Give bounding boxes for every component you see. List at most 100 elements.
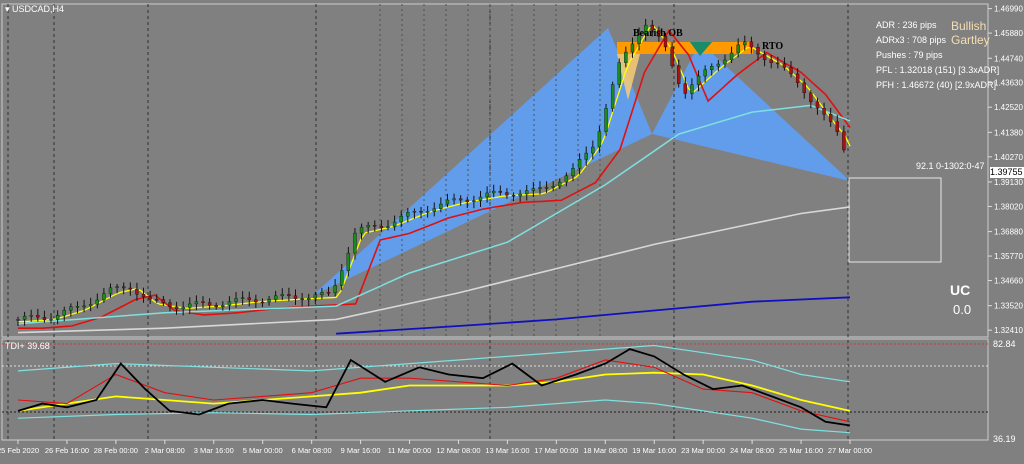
candle-body bbox=[326, 292, 331, 294]
time-tick-label: 17 Mar 00:00 bbox=[534, 446, 578, 455]
candle-body bbox=[518, 193, 522, 197]
candle-body bbox=[828, 114, 833, 122]
candle-body bbox=[161, 299, 166, 303]
candle-body bbox=[188, 303, 192, 308]
indicator-label: TDI+ 39.68 bbox=[5, 341, 50, 351]
candle-body bbox=[425, 211, 430, 213]
candle-body bbox=[776, 62, 780, 65]
time-tick-label: 23 Mar 00:00 bbox=[681, 446, 725, 455]
candle-body bbox=[683, 83, 688, 94]
candle-body bbox=[108, 287, 113, 294]
candle-body bbox=[756, 46, 760, 55]
candle-body bbox=[498, 190, 503, 193]
time-tick-label: 26 Feb 16:00 bbox=[45, 446, 89, 455]
info-pfh: PFH : 1.46672 (40) [2.9xADR] bbox=[876, 80, 997, 90]
candle-body bbox=[333, 285, 337, 294]
candle-body bbox=[584, 152, 588, 160]
time-tick-label: 3 Mar 16:00 bbox=[194, 446, 234, 455]
candle-body bbox=[835, 121, 839, 132]
time-tick-label: 25 Feb 2020 bbox=[0, 446, 39, 455]
dropdown-arrow-icon[interactable]: ▾ bbox=[5, 4, 10, 14]
candle-body bbox=[62, 309, 66, 316]
sma-blue-line bbox=[336, 296, 851, 335]
price-tick-label: 1.42520 bbox=[994, 103, 1023, 112]
candle-body bbox=[802, 82, 806, 93]
price-tick-label: 1.40270 bbox=[994, 153, 1023, 162]
candle-body bbox=[307, 297, 311, 301]
price-tick-label: 1.44740 bbox=[994, 54, 1023, 63]
candle-body bbox=[75, 306, 80, 308]
candle-body bbox=[624, 51, 628, 63]
candle-body bbox=[287, 294, 291, 297]
candle-body bbox=[221, 305, 225, 308]
indicator-pane-border bbox=[1, 338, 989, 441]
candle-body bbox=[591, 146, 595, 154]
candle-body bbox=[181, 307, 185, 310]
info-adr: ADR : 236 pips bbox=[876, 20, 937, 30]
candle-body bbox=[340, 270, 344, 286]
candle-body bbox=[525, 190, 529, 195]
candle-body bbox=[597, 131, 602, 148]
candle-body bbox=[577, 159, 582, 169]
candle-body bbox=[128, 287, 133, 290]
candle-body bbox=[386, 226, 390, 228]
candle-body bbox=[571, 168, 575, 177]
candle-body bbox=[538, 187, 542, 189]
candle-body bbox=[703, 69, 707, 77]
time-tick-label: 6 Mar 08:00 bbox=[292, 446, 332, 455]
candle-body bbox=[406, 212, 410, 217]
symbol-label: ▾ USDCAD,H4 bbox=[5, 4, 64, 14]
candle-body bbox=[795, 73, 800, 83]
price-tick-label: 1.43630 bbox=[994, 79, 1023, 88]
candle-body bbox=[677, 65, 681, 84]
candle-body bbox=[273, 295, 278, 300]
ob-marker-2 bbox=[690, 42, 712, 56]
tdi-upper-band bbox=[17, 344, 851, 383]
bearish-ob-zone bbox=[617, 42, 753, 54]
info-panel: ADR : 236 pips ADRx3 : 708 pips Pushes :… bbox=[876, 18, 999, 93]
candle-body bbox=[465, 199, 469, 202]
candle-body bbox=[379, 226, 384, 228]
candle-body bbox=[82, 305, 86, 308]
candle-body bbox=[320, 292, 324, 295]
candle-body bbox=[69, 306, 73, 311]
candle-body bbox=[141, 294, 146, 298]
price-tick-label: 1.39130 bbox=[994, 178, 1023, 187]
info-pfl: PFL : 1.32018 (151) [3.3xADR] bbox=[876, 65, 1000, 75]
tdi-lower-band bbox=[17, 399, 851, 434]
sma-white-line bbox=[17, 206, 851, 334]
candle-body bbox=[445, 199, 450, 205]
tdi-fast-red bbox=[17, 359, 851, 423]
candle-body bbox=[174, 306, 179, 310]
time-tick-label: 19 Mar 16:00 bbox=[632, 446, 676, 455]
pattern-line2: Gartley bbox=[951, 33, 990, 47]
candle-body bbox=[135, 288, 139, 295]
time-tick-label: 13 Mar 16:00 bbox=[485, 446, 529, 455]
price-tick-label: 1.36880 bbox=[994, 228, 1023, 237]
candle-body bbox=[617, 62, 621, 85]
candle-body bbox=[42, 317, 47, 320]
candle-body bbox=[260, 301, 265, 304]
ob-marker-1 bbox=[617, 54, 640, 100]
candle-body bbox=[657, 29, 661, 37]
candle-body bbox=[36, 315, 40, 318]
candle-body bbox=[690, 84, 694, 94]
candle-body bbox=[201, 301, 205, 303]
candle-body bbox=[729, 52, 734, 61]
candle-body bbox=[485, 192, 489, 198]
candle-body bbox=[16, 319, 20, 321]
candle-body bbox=[458, 198, 463, 201]
candle-body bbox=[743, 41, 747, 46]
candle-body bbox=[544, 187, 549, 189]
candle-body bbox=[267, 299, 271, 303]
candle-body bbox=[478, 196, 483, 201]
current-price-tag: 1.39755 bbox=[990, 167, 1024, 178]
candle-body bbox=[610, 84, 615, 109]
pattern-label: Bullish Gartley bbox=[951, 19, 990, 47]
time-tick-label: 2 Mar 08:00 bbox=[145, 446, 185, 455]
candle-body bbox=[505, 192, 509, 196]
candle-body bbox=[723, 59, 727, 65]
candle-body bbox=[55, 315, 60, 320]
